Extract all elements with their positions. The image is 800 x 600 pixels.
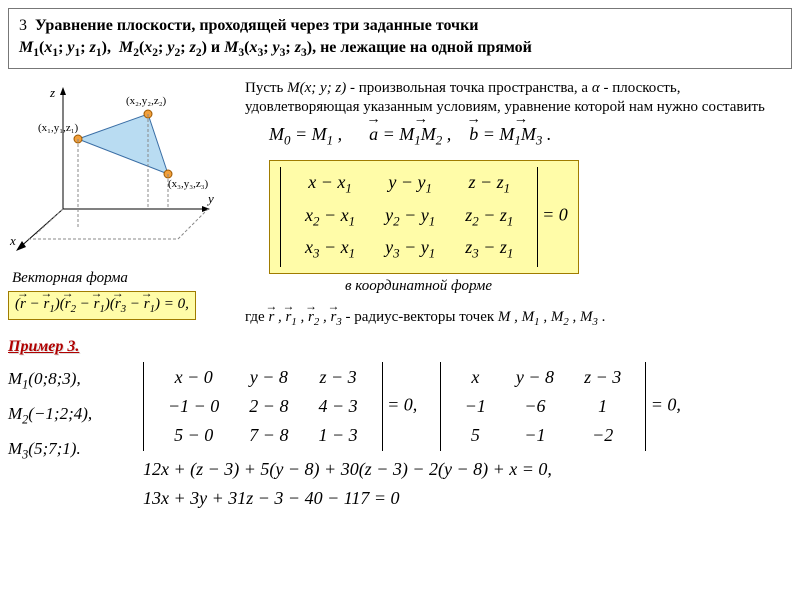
coord-form-label: в координатной форме <box>345 278 792 295</box>
title-bold: Уравнение плоскости, проходящей через тр… <box>35 17 479 34</box>
coord-determinant: x − x1y − y1z − z1 x2 − x1y2 − y1z2 − z1… <box>269 160 579 274</box>
given-points: M1(0;8;3), M2(−1;2;4), M3(5;7;1). <box>8 362 123 467</box>
pt3-label: (x₃,y₃,z₃) <box>168 178 209 190</box>
example-equations: x − 0y − 8z − 3 −1 − 02 − 84 − 3 5 − 07 … <box>143 362 681 513</box>
diagram: z y x (x₁,y₁,z₁) (x₂,y₂,z₂) (x₃,y₃,z₃) В… <box>8 79 233 320</box>
axis-x: x <box>9 233 16 248</box>
axis-y: y <box>206 191 214 206</box>
vector-form-box: (r − r1)(r2 − r1)(r3 − r1) = 0, <box>8 291 196 320</box>
expansion-1: 12x + (z − 3) + 5(y − 8) + 30(z − 3) − 2… <box>143 459 681 480</box>
pt2-label: (x₂,y₂,z₂) <box>126 95 167 107</box>
pt1-label: (x₁,y₁,z₁) <box>38 122 79 134</box>
eq-m0: M0 = M1 , a = M1M2 , b = M1M3 . <box>269 124 792 149</box>
gde-line: где r , r1 , r2 , r3 - радиус-векторы то… <box>245 309 792 328</box>
title-points: M1(x1; y1; z1), M2(x2; y2; z2) и M3(x3; … <box>19 39 532 56</box>
example-title: Пример 3. <box>8 338 792 356</box>
axis-z: z <box>49 85 55 100</box>
vector-form-label: Векторная форма <box>12 270 233 287</box>
title-box: 3 Уравнение плоскости, проходящей через … <box>8 8 792 69</box>
expansion-2: 13x + 3y + 31z − 3 − 40 − 117 = 0 <box>143 488 681 509</box>
title-number: 3 <box>19 17 27 34</box>
